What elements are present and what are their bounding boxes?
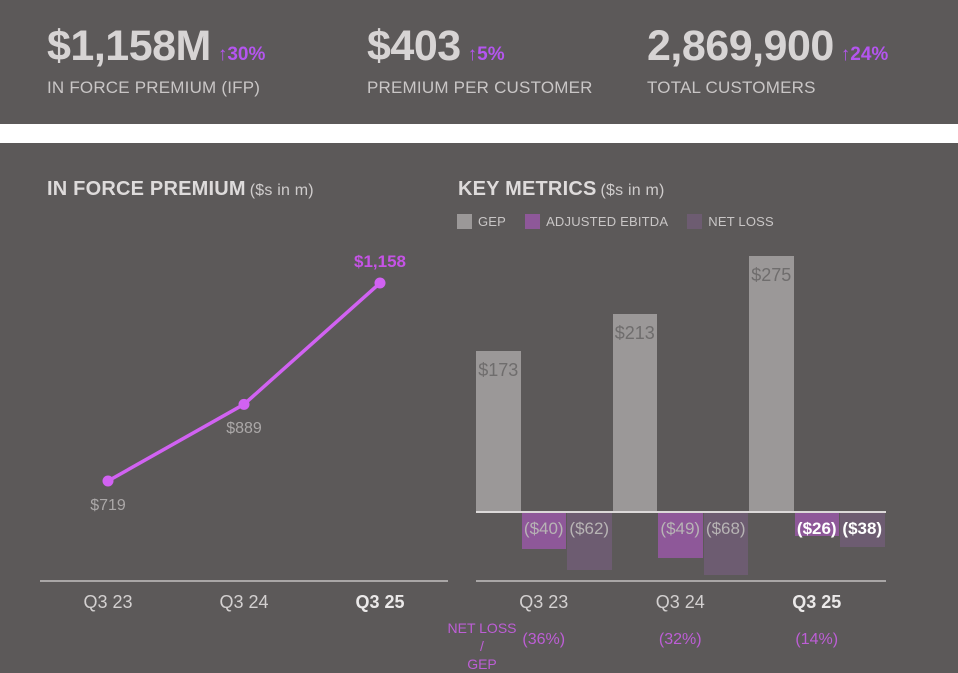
km-x-axis-label: Q3 23: [519, 592, 569, 612]
ifp-x-axis-label: Q3 24: [219, 592, 269, 612]
bar-value-label: ($68): [705, 519, 746, 538]
ifp-chart-subtitle: ($s in m): [249, 182, 314, 199]
bar-value-label: ($49): [660, 519, 701, 538]
bar-value-label: ($26): [796, 519, 837, 538]
ifp-x-axis: [40, 580, 448, 582]
net-loss-bar: [840, 512, 885, 547]
divider-band: [0, 124, 958, 143]
net-loss-gep-ratio-value: (36%): [522, 631, 566, 648]
stat-label: IN FORCE PREMIUM (IFP): [47, 78, 261, 97]
key-metrics-bar-chart: $173 ($40) ($62) $213 ($49) ($68) $275 ($26) ($3…: [448, 250, 898, 673]
legend-label: ADJUSTED EBITDA: [546, 214, 669, 229]
ifp-point-label: $719: [90, 497, 126, 514]
gep-bar: [476, 351, 521, 512]
ifp-line: [107, 281, 382, 483]
ifp-data-point: [374, 277, 386, 289]
ifp-x-axis-label: Q3 23: [83, 592, 133, 612]
gep-bar: [612, 314, 657, 512]
ratio-label-line2: GEP: [467, 656, 497, 673]
stat-label: PREMIUM PER CUSTOMER: [367, 78, 593, 97]
km-x-axis: [476, 580, 886, 582]
ifp-point-label: $889: [226, 420, 262, 438]
stat-in-force-premium: $1,158M ↑30% IN FORCE PREMIUM (IFP): [47, 22, 265, 98]
km-x-axis-label: Q3 24: [655, 592, 705, 612]
adjusted-ebitda-bar: [521, 512, 566, 549]
gep-bar: [749, 256, 794, 512]
bar-value-label: ($38): [842, 519, 883, 538]
bar-value-label: $275: [751, 265, 792, 285]
ratio-label-line1: NET LOSS /: [447, 620, 517, 655]
bar-value-label: ($62): [569, 519, 610, 538]
bar-value-label: $173: [478, 360, 519, 380]
ifp-line-chart: $719 $889 $1,158 Q3 23 Q3 24 Q3 25: [40, 250, 448, 673]
legend-item: ADJUSTED EBITDA: [525, 214, 668, 229]
key-metrics-subtitle: ($s in m): [600, 182, 665, 199]
net-loss-gep-ratio-label: NET LOSS / GEP: [446, 619, 518, 673]
ifp-data-point: [238, 398, 250, 410]
legend-item: GEP: [457, 214, 506, 229]
stat-value: 2,869,900: [647, 22, 834, 70]
ifp-chart-title-text: IN FORCE PREMIUM: [47, 178, 246, 200]
stat-delta-up: ↑24%: [840, 44, 889, 65]
bar-value-label: ($40): [523, 519, 564, 538]
ifp-point-label: $1,158: [354, 252, 406, 271]
legend-item: NET LOSS: [687, 214, 774, 229]
ifp-chart-title: IN FORCE PREMIUM ($s in m): [47, 178, 314, 201]
stat-premium-per-customer: $403 ↑5% PREMIUM PER CUSTOMER: [367, 22, 593, 98]
stat-delta-up: ↑5%: [467, 44, 505, 65]
km-zero-line: [476, 511, 886, 513]
adjusted-ebitda-bar: [794, 512, 839, 536]
stat-value: $1,158M: [47, 22, 211, 70]
net-loss-bar: [567, 512, 612, 570]
stat-value: $403: [367, 22, 461, 70]
key-metrics-title-text: KEY METRICS: [458, 178, 597, 200]
key-metrics-legend: GEP ADJUSTED EBITDA NET LOSS: [457, 214, 774, 229]
legend-label: GEP: [478, 214, 507, 229]
key-metrics-title: KEY METRICS ($s in m): [458, 178, 665, 201]
ifp-line-svg: [102, 277, 386, 487]
ifp-x-axis-label: Q3 25: [355, 592, 405, 612]
legend-swatch-icon: [525, 214, 541, 229]
bar-value-label: $213: [614, 323, 655, 343]
net-loss-gep-ratio-value: (14%): [795, 631, 839, 648]
stat-delta-up: ↑30%: [217, 44, 266, 65]
legend-swatch-icon: [687, 214, 703, 229]
stat-label: TOTAL CUSTOMERS: [647, 78, 816, 97]
adjusted-ebitda-bar: [658, 512, 703, 558]
km-x-axis-label: Q3 25: [792, 592, 842, 612]
legend-label: NET LOSS: [708, 214, 774, 229]
legend-swatch-icon: [457, 214, 472, 229]
net-loss-bar: [703, 512, 748, 575]
ifp-data-point: [102, 475, 114, 487]
stat-total-customers: 2,869,900 ↑24% TOTAL CUSTOMERS: [647, 22, 888, 98]
net-loss-gep-ratio-value: (32%): [658, 631, 702, 648]
